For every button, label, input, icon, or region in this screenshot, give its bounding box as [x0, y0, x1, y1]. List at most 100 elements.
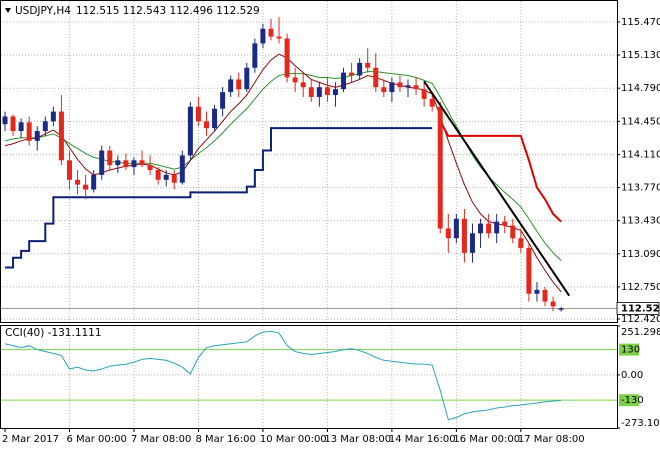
level-box: [619, 394, 639, 407]
candle-body: [83, 184, 89, 190]
x-tick-label: 7 Mar 08:00: [131, 434, 191, 445]
candle-body: [502, 221, 508, 226]
level-label: 130: [621, 345, 640, 356]
candle-body: [558, 308, 564, 310]
candle-body: [34, 131, 40, 141]
candle-body: [300, 82, 306, 88]
candle-body: [26, 122, 32, 141]
candle-body: [99, 150, 105, 175]
candle-body: [308, 87, 314, 97]
candle-body: [171, 174, 177, 183]
chart-title: USDJPY,H4: [15, 5, 71, 17]
candle-body: [478, 223, 484, 234]
candle-body: [139, 160, 145, 166]
candle-body: [349, 72, 355, 76]
y-tick-label: 113.770: [621, 183, 660, 194]
candle-body: [453, 218, 459, 239]
candle-body: [195, 106, 201, 122]
candle-body: [75, 179, 81, 185]
candle-body: [220, 92, 226, 109]
candle-body: [236, 79, 242, 90]
chart-subtitle: 112.515 112.543 112.496 112.529: [76, 5, 260, 17]
candle-body: [542, 289, 548, 302]
candle-body: [260, 28, 266, 44]
candle-body: [252, 43, 258, 68]
candle-body: [187, 106, 193, 156]
candle-body: [437, 106, 443, 229]
y-tick-label: 114.790: [621, 83, 660, 94]
candle-body: [413, 85, 419, 90]
y-tick-label: 114.110: [621, 149, 660, 160]
y-tick-label: 113.430: [621, 216, 660, 227]
candle-body: [510, 225, 516, 239]
level-box: [619, 343, 639, 356]
y-tick-label: 113.090: [621, 249, 660, 260]
candle-body: [115, 160, 121, 166]
candle-body: [534, 289, 540, 294]
candle-body: [66, 160, 72, 180]
y-tick-label: -273.1071: [621, 418, 660, 429]
candle-body: [461, 218, 467, 253]
cci-line: [4, 330, 562, 421]
candle-body: [526, 247, 532, 294]
candle-body: [123, 160, 129, 168]
candle-body: [332, 89, 338, 96]
candle-body: [147, 165, 153, 171]
candle-body: [131, 160, 137, 168]
x-tick-label: 2 Mar 2017: [2, 434, 59, 445]
y-tick-label: 251.2987: [621, 327, 660, 338]
candle-body: [469, 233, 475, 253]
level-label: -130: [621, 395, 644, 406]
candle-body: [405, 85, 411, 88]
y-tick-label: 115.470: [621, 17, 660, 28]
x-tick-label: 10 Mar 00:00: [260, 434, 327, 445]
candle-body: [292, 77, 298, 83]
indicator-line: [4, 53, 562, 293]
candle-body: [324, 87, 330, 96]
candle-body: [58, 111, 64, 161]
x-tick-label: 14 Mar 16:00: [389, 434, 456, 445]
candle-body: [357, 62, 363, 76]
price-window: [0, 0, 618, 323]
indicator-line: [5, 127, 433, 269]
x-tick-label: 6 Mar 00:00: [66, 434, 126, 445]
y-tick-label: 114.450: [621, 116, 660, 127]
candle-body: [2, 116, 8, 125]
candle-body: [244, 67, 250, 90]
cci-title: CCI(40) -131.1111: [5, 327, 102, 339]
candle-body: [268, 28, 274, 37]
candle-body: [155, 170, 161, 180]
cci-window: [0, 325, 618, 429]
candle-body: [50, 111, 56, 122]
candle-body: [341, 72, 347, 90]
candle-body: [42, 121, 48, 132]
menu-triangle: [5, 8, 11, 13]
candle-body: [163, 174, 169, 180]
candle-body: [316, 87, 322, 97]
candle-body: [550, 301, 556, 307]
candle-body: [373, 67, 379, 88]
candle-body: [445, 228, 451, 239]
y-tick-label: 112.750: [621, 282, 660, 293]
candle-body: [212, 108, 218, 129]
candle-body: [204, 121, 209, 129]
candle-body: [91, 174, 97, 190]
x-tick-label: 8 Mar 16:00: [195, 434, 255, 445]
x-tick-label: 17 Mar 08:00: [518, 434, 585, 445]
last-price-label: 112.529: [621, 303, 660, 314]
candle-body: [429, 98, 435, 107]
candle-body: [179, 155, 185, 183]
x-tick-label: 13 Mar 08:00: [324, 434, 391, 445]
candle-body: [397, 82, 403, 88]
candle-body: [228, 79, 234, 93]
y-tick-label: 0.00: [621, 370, 643, 381]
candle-body: [389, 82, 395, 93]
last-price-box: [616, 302, 660, 315]
x-tick-label: 16 Mar 00:00: [453, 434, 520, 445]
candle-body: [518, 238, 524, 248]
candle-body: [276, 36, 282, 39]
candle-body: [284, 38, 290, 78]
y-tick-label: 115.130: [621, 50, 660, 61]
